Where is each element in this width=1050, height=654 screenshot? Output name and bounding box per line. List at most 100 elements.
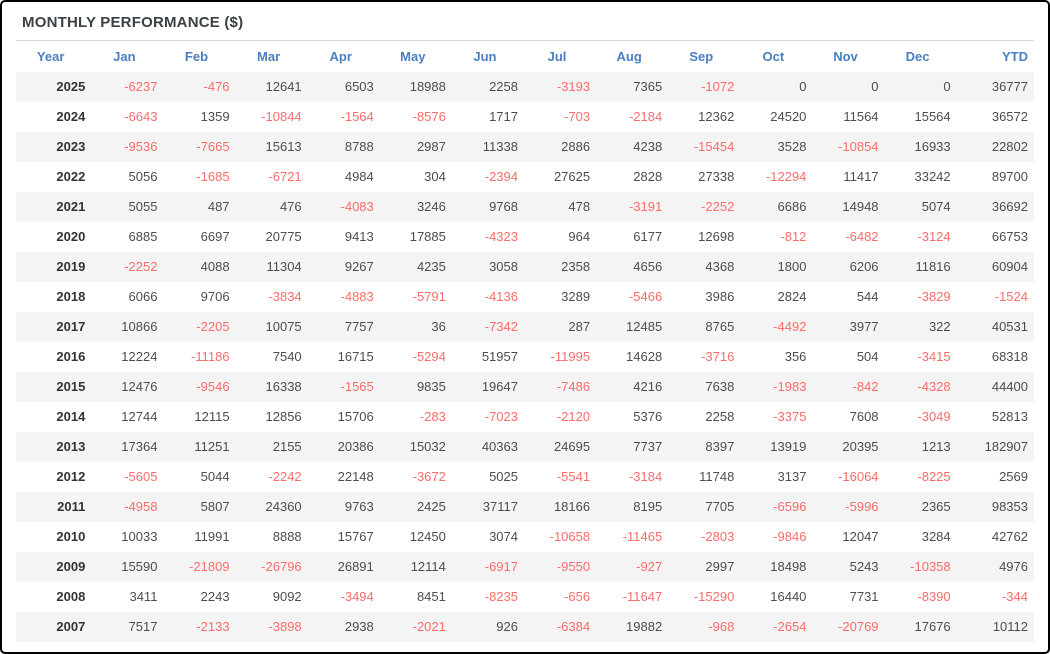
cell-oct: 1800 [777, 259, 807, 274]
cell-dec: -3049 [917, 409, 951, 424]
cell-dec: -8225 [917, 469, 951, 484]
cell-aug: 7737 [633, 439, 663, 454]
cell-aug: 4238 [633, 139, 663, 154]
cell-mar: -6721 [268, 169, 302, 184]
cell-nov: -5996 [845, 499, 879, 514]
cell-jan: -4958 [124, 499, 158, 514]
cell-may: 304 [424, 169, 446, 184]
cell-mar: 12856 [265, 409, 302, 424]
table-row-2023: 2023 -9536 -7665 15613 8788 2987 11338 2886 4238… [16, 132, 1034, 162]
year-cell: 2023 [56, 139, 86, 154]
cell-jul: 964 [568, 229, 591, 244]
cell-feb: 11251 [194, 439, 230, 454]
cell-oct: 16440 [770, 589, 807, 604]
cell-jan: -5605 [124, 469, 158, 484]
cell-jun: 926 [496, 619, 518, 634]
year-cell: 2017 [56, 319, 86, 334]
table-row-2015: 2015 12476 -9546 16338 -1565 9835 19647 -7486 42… [16, 372, 1034, 402]
cell-jun: 3058 [489, 259, 518, 274]
year-cell: 2012 [56, 469, 86, 484]
cell-oct: -812 [780, 229, 807, 244]
cell-nov: 11564 [843, 109, 879, 124]
cell-jun: -4323 [484, 229, 518, 244]
table-row-2022: 2022 5056 -1685 -6721 4984 304 -2394 27625 2828 2… [16, 162, 1034, 192]
cell-may: 8451 [416, 589, 446, 604]
cell-mar: -10844 [261, 109, 302, 124]
cell-ytd: 182907 [984, 439, 1028, 454]
cell-oct: -4492 [773, 319, 807, 334]
cell-nov: 544 [856, 289, 879, 304]
cell-feb: 5807 [200, 499, 230, 514]
cell-mar: 476 [279, 199, 302, 214]
cell-aug: 4216 [633, 379, 663, 394]
year-cell: 2015 [56, 379, 86, 394]
cell-jun: -8235 [484, 589, 518, 604]
column-header-ytd: YTD [1002, 49, 1028, 64]
cell-jul: -2120 [556, 409, 591, 424]
cell-oct: 3528 [777, 139, 807, 154]
cell-jan: 6885 [128, 229, 158, 244]
cell-jun: 51957 [481, 349, 518, 364]
cell-aug: 7365 [633, 79, 663, 94]
table-row-2014: 2014 12744 12115 12856 15706 -283 -7023 -2120 53… [16, 402, 1034, 432]
column-header-year: Year [36, 49, 65, 64]
cell-apr: 9413 [344, 229, 374, 244]
cell-dec: 3284 [921, 529, 951, 544]
cell-jun: 5025 [489, 469, 518, 484]
cell-jul: 27625 [553, 169, 591, 184]
cell-jan: 5055 [128, 199, 158, 214]
cell-nov: 504 [856, 349, 879, 364]
cell-jan: 10866 [121, 319, 158, 334]
table-row-2017: 2017 10866 -2205 10075 7757 36 -7342 287 12485 87… [16, 312, 1034, 342]
cell-dec: 15564 [914, 109, 951, 124]
column-header-oct: Oct [762, 49, 785, 64]
cell-may: 12114 [410, 559, 446, 574]
cell-feb: -476 [203, 79, 230, 94]
cell-feb: -7665 [196, 139, 230, 154]
cell-may: -5791 [412, 289, 446, 304]
table-row-2016: 2016 12224 -11186 7540 16715 -5294 51957 -11995… [16, 342, 1034, 372]
cell-nov: 7731 [849, 589, 879, 604]
cell-ytd: 42762 [991, 529, 1028, 544]
cell-apr: 16715 [337, 349, 374, 364]
table-row-2018: 2018 6066 9706 -3834 -4883 -5791 -4136 3289 -546… [16, 282, 1034, 312]
cell-dec: 5074 [921, 199, 951, 214]
cell-oct: 24520 [770, 109, 807, 124]
cell-sep: -2803 [701, 529, 735, 544]
cell-jul: -10658 [549, 529, 591, 544]
cell-may: 17885 [409, 229, 446, 244]
cell-aug: -5466 [628, 289, 663, 304]
table-row-2011: 2011 -4958 5807 24360 9763 2425 37117 18166 8195… [16, 492, 1034, 522]
cell-may: 9835 [416, 379, 446, 394]
cell-aug: -2184 [628, 109, 663, 124]
cell-ytd: -344 [1001, 589, 1028, 604]
cell-jun: 2258 [489, 79, 518, 94]
cell-jun: -2394 [484, 169, 518, 184]
cell-ytd: 2569 [999, 469, 1028, 484]
cell-jul: -6384 [556, 619, 591, 634]
column-header-mar: Mar [257, 49, 281, 64]
column-header-may: May [400, 49, 426, 64]
cell-apr: 26891 [337, 559, 374, 574]
table-row-2009: 2009 15590 -21809 -26796 26891 12114 -6917 -955… [16, 552, 1034, 582]
cell-aug: -3191 [628, 199, 663, 214]
cell-feb: 4088 [200, 259, 230, 274]
cell-oct: 0 [799, 79, 807, 94]
cell-jul: -11995 [550, 349, 591, 364]
cell-jan: 12224 [121, 349, 158, 364]
year-cell: 2011 [57, 499, 86, 514]
year-cell: 2019 [56, 259, 86, 274]
cell-oct: 2824 [777, 289, 807, 304]
cell-aug: 2828 [633, 169, 663, 184]
cell-sep: -2252 [701, 199, 735, 214]
table-body: 2025 -6237 -476 12641 6503 18988 2258 -3193 7365… [16, 72, 1034, 642]
cell-mar: 2155 [272, 439, 302, 454]
column-header-nov: Nov [833, 49, 858, 64]
cell-may: 2987 [416, 139, 446, 154]
cell-ytd: 66753 [991, 229, 1028, 244]
cell-aug: -11465 [622, 529, 663, 544]
cell-ytd: 36572 [991, 109, 1028, 124]
table-row-2021: 2021 5055 487 476 -4083 3246 9768 478 -3191 -2252… [16, 192, 1034, 222]
cell-feb: 9706 [200, 289, 230, 304]
cell-aug: -927 [636, 559, 663, 574]
